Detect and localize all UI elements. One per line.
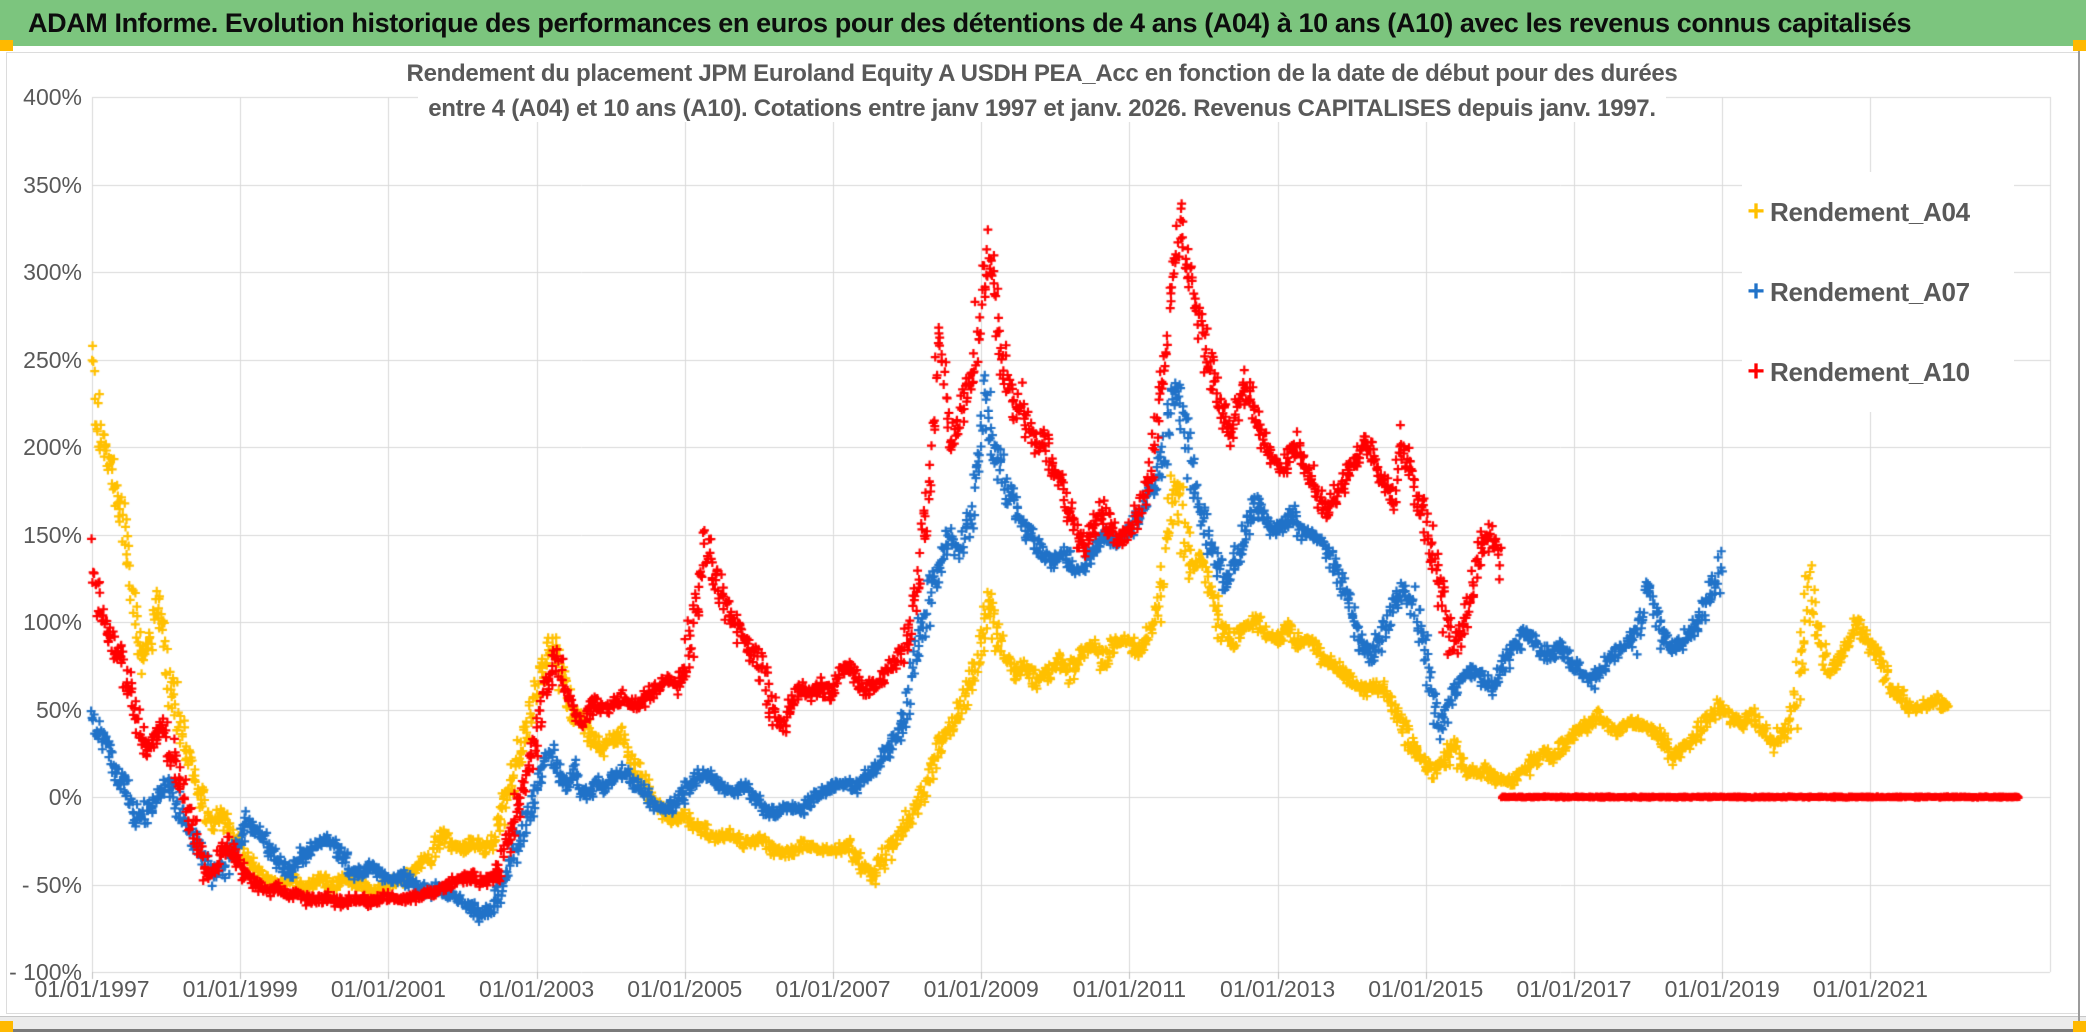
x-axis-label: 01/01/2019: [1664, 976, 1780, 1002]
header-title: ADAM Informe. Evolution historique des p…: [28, 7, 1912, 38]
y-axis-label: 400%: [23, 84, 82, 110]
plus-marker-icon: +: [1747, 275, 1765, 308]
chart-title-line2: entre 4 (A04) et 10 ans (A10). Cotations…: [418, 95, 1666, 122]
x-axis-label: 01/01/1997: [34, 976, 150, 1002]
chart-title: Rendement du placement JPM Euroland Equi…: [92, 58, 1992, 128]
x-axis-label: 01/01/2015: [1368, 976, 1484, 1002]
x-axis-label: 01/01/2009: [923, 976, 1039, 1002]
selection-handle-bottom-right[interactable]: [2073, 1021, 2086, 1032]
header-bar: ADAM Informe. Evolution historique des p…: [0, 0, 2086, 46]
y-axis-label: 200%: [23, 434, 82, 460]
plus-marker-icon: +: [1747, 195, 1765, 228]
y-axis-label: 150%: [23, 521, 82, 548]
x-axis-label: 01/01/2001: [330, 976, 446, 1002]
y-axis-label: 300%: [23, 259, 82, 285]
y-axis-label: 0%: [48, 784, 82, 810]
x-axis-label: 01/01/2011: [1072, 976, 1187, 1002]
legend-item-rendement-a07[interactable]: + Rendement_A07: [1742, 252, 2014, 332]
selection-handle-bottom-left[interactable]: [0, 1021, 13, 1032]
y-axis-label: 250%: [23, 346, 82, 373]
legend: + Rendement_A04 + Rendement_A07 + Rendem…: [1742, 172, 2014, 412]
y-axis-label: 100%: [23, 609, 82, 635]
selection-handle-top-left[interactable]: [0, 40, 13, 51]
x-axis-label: 01/01/2017: [1516, 976, 1632, 1002]
y-axis-label: - 50%: [21, 871, 82, 898]
legend-label: Rendement_A04: [1770, 196, 1970, 227]
legend-label: Rendement_A10: [1770, 356, 1970, 387]
legend-item-rendement-a04[interactable]: + Rendement_A04: [1742, 172, 2014, 252]
x-axis-label: 01/01/2005: [627, 976, 743, 1002]
x-axis-label: 01/01/2003: [479, 976, 595, 1002]
selection-handle-top-right[interactable]: [2073, 40, 2086, 51]
y-axis-label: - 100%: [9, 959, 82, 985]
y-axis-label: 50%: [35, 696, 82, 723]
plus-marker-icon: +: [1747, 355, 1765, 388]
x-axis-label: 01/01/1999: [182, 976, 298, 1002]
chart-title-line1: Rendement du placement JPM Euroland Equi…: [396, 60, 1688, 87]
window-bottom-edge[interactable]: [0, 1016, 2086, 1032]
y-axis-label: 350%: [23, 171, 82, 198]
legend-label: Rendement_A07: [1770, 276, 1970, 307]
x-axis-label: 01/01/2007: [775, 976, 891, 1002]
window-right-edge: [2078, 46, 2080, 1032]
legend-item-rendement-a10[interactable]: + Rendement_A10: [1742, 332, 2014, 412]
x-axis-label: 01/01/2021: [1812, 976, 1928, 1002]
x-axis-label: 01/01/2013: [1220, 976, 1336, 1002]
